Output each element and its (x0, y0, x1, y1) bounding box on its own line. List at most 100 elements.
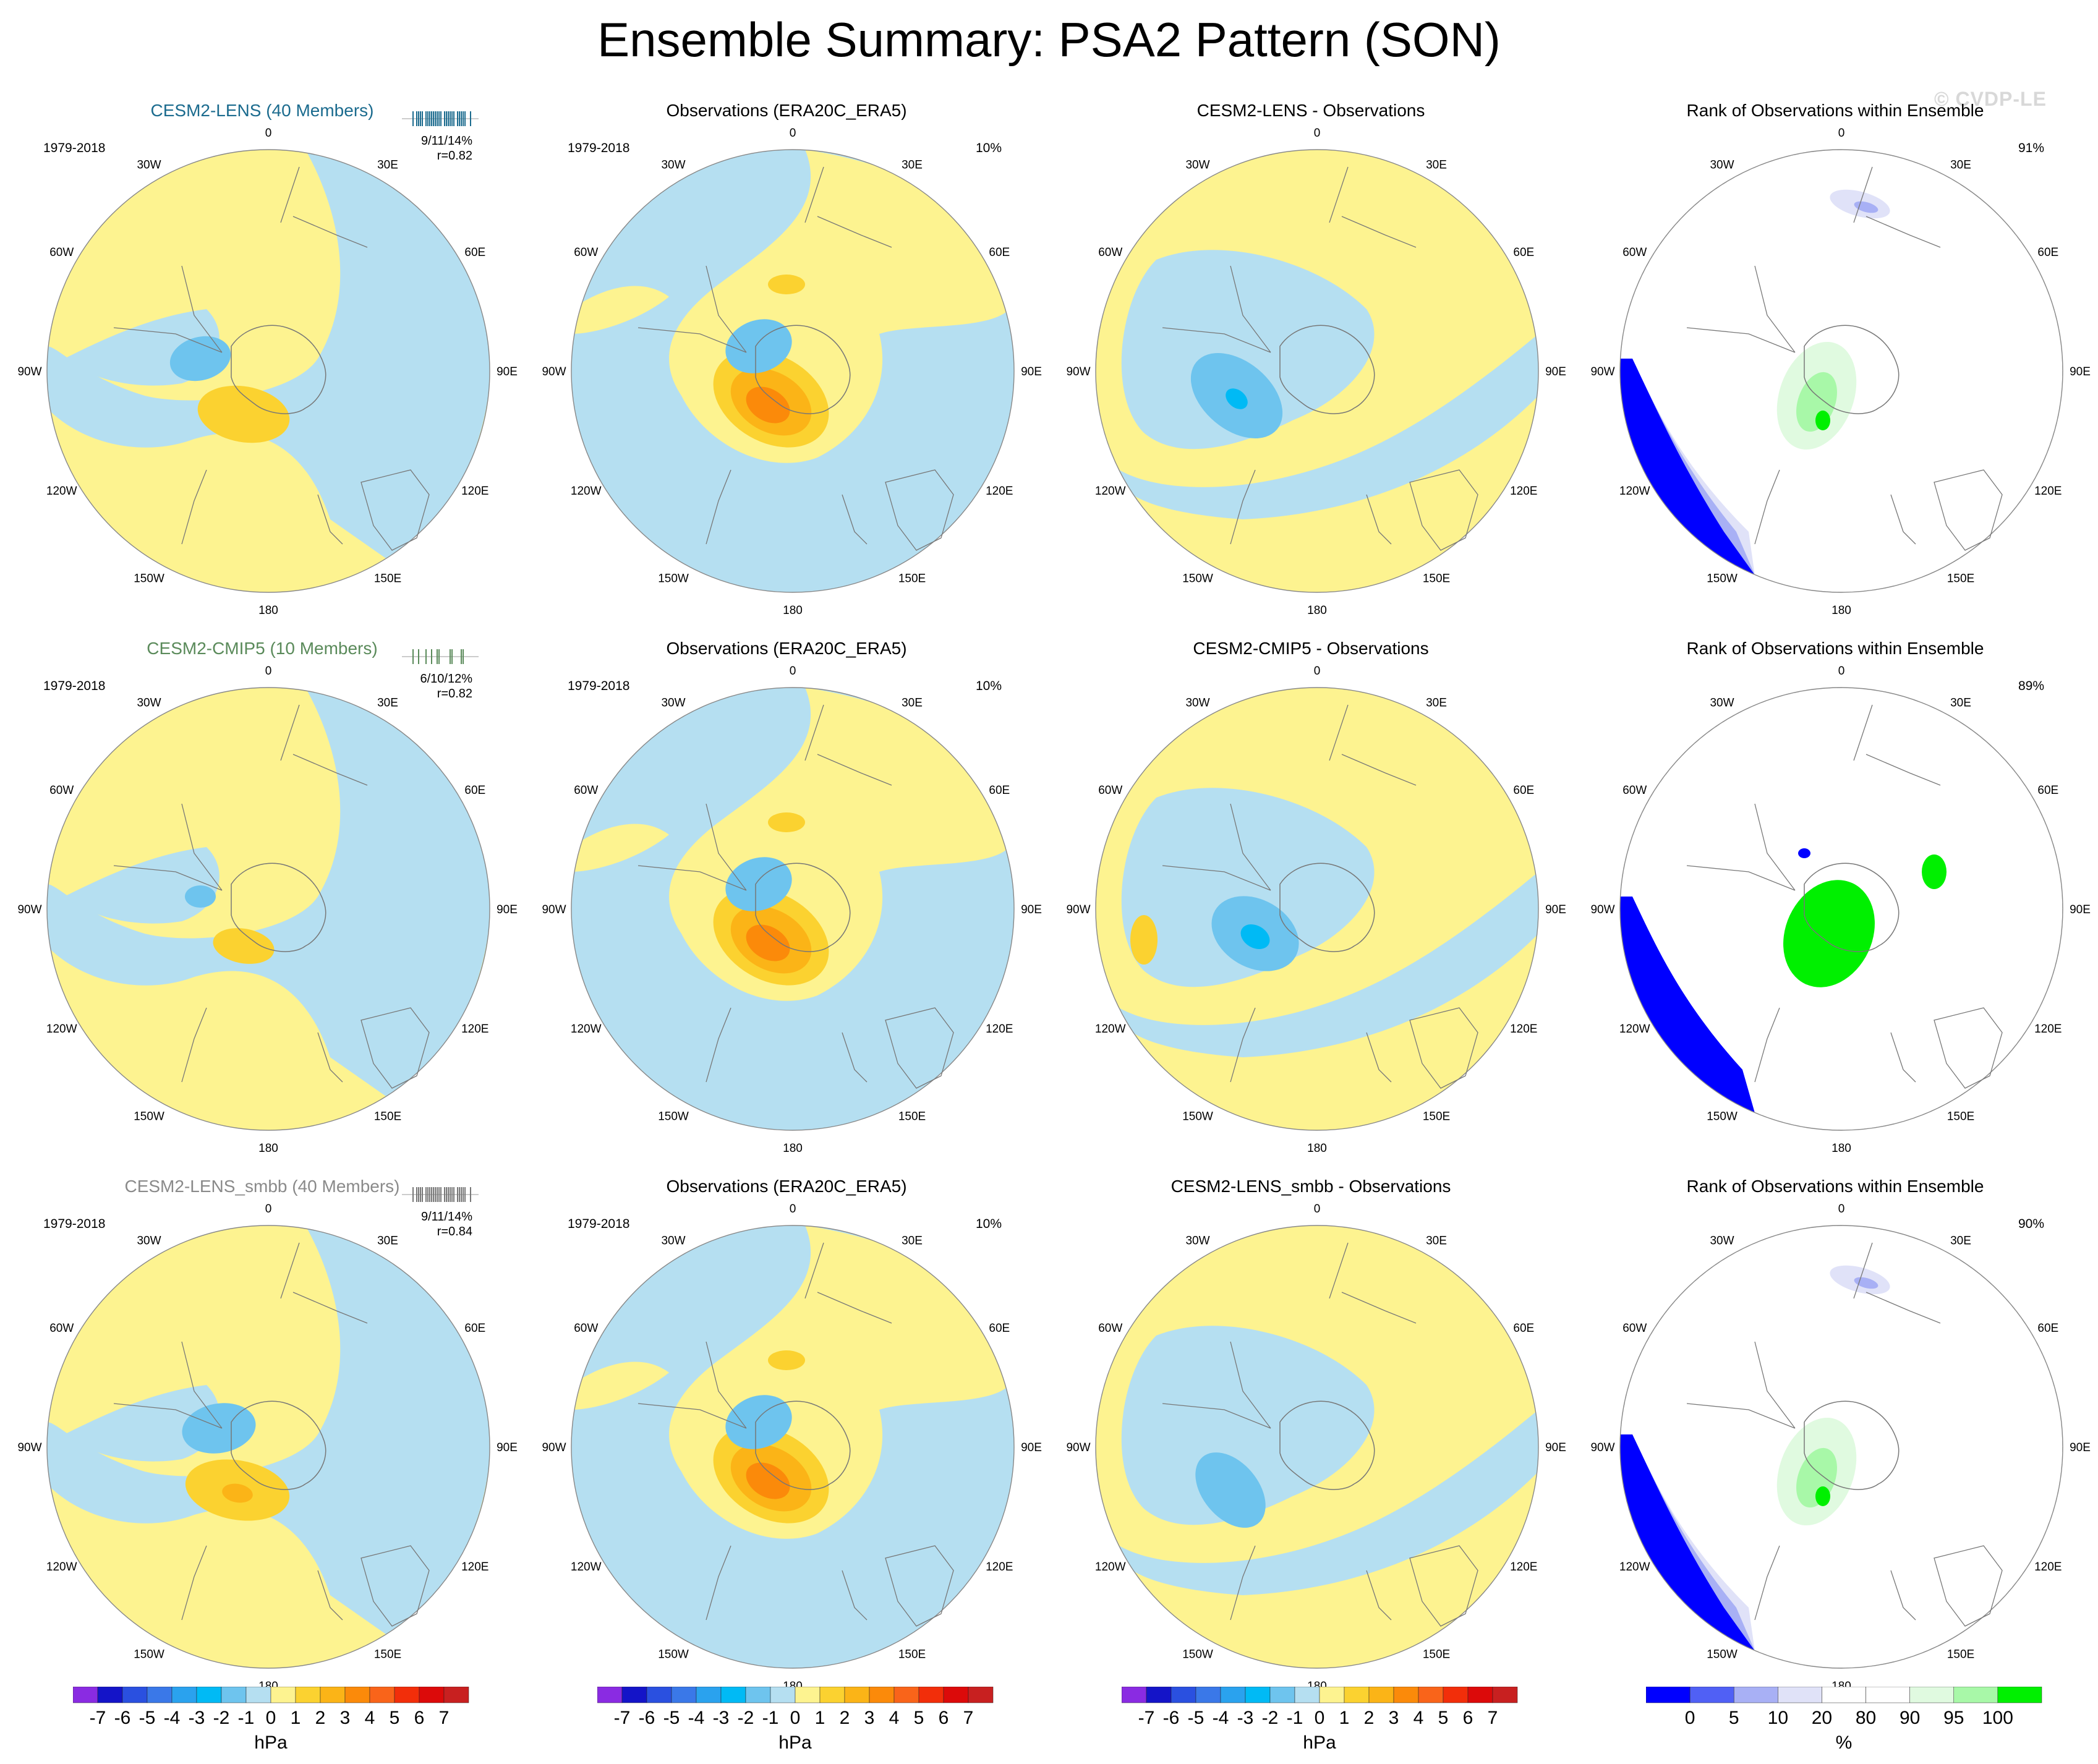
coastline (706, 469, 731, 545)
map-svg: 0 30E 60E 90E 120E 150E 180 150W 120W 90W 60W 30W (1066, 665, 1566, 1155)
lon-label: 90E (2070, 365, 2091, 378)
lon-label: 60E (989, 784, 1010, 797)
coastline (181, 1545, 207, 1621)
positive-contour (1130, 915, 1158, 965)
lon-label: 90E (1021, 1441, 1042, 1454)
antarctica-outline (1279, 325, 1375, 414)
colorbar-svg: -7 -6 -5 -4 -3 -2 -1 0 1 2 3 4 5 6 7 hPa (1121, 1686, 1518, 1753)
lon-label: 30W (1185, 1235, 1209, 1248)
colorbar-swatch (1778, 1686, 1822, 1703)
colorbar-swatch (1645, 1686, 1691, 1703)
coastline (1162, 1242, 1417, 1429)
antarctica-outline (231, 863, 326, 952)
colorbar-swatch (795, 1686, 821, 1703)
colorbar-tick: 7 (439, 1708, 450, 1728)
lon-label: 0 (265, 665, 272, 678)
map-svg: 0 30E 60E 90E 120E 150E 180 150W 120W 90W 60W 30W (542, 665, 1041, 1155)
lon-label: 30E (1950, 697, 1971, 710)
colorbar-swatch (171, 1686, 197, 1703)
lon-label: 0 (1314, 665, 1321, 678)
lon-label: 150E (374, 1110, 401, 1123)
colorbar-swatch (621, 1686, 647, 1703)
colorbar-tick: 3 (340, 1708, 351, 1728)
variance-range: 9/11/14% (420, 1210, 472, 1224)
antarctica-outline (1279, 863, 1375, 952)
colorbar-tick: 10 (1768, 1708, 1788, 1728)
colorbar-tick: 5 (1438, 1708, 1449, 1728)
negative-region (1119, 872, 1538, 1057)
lon-label: 150W (658, 1110, 689, 1123)
colorbar-tick: 2 (1364, 1708, 1375, 1728)
hpa-colorbar: -7 -6 -5 -4 -3 -2 -1 0 1 2 3 4 5 6 7 hPa (1121, 1686, 1542, 1764)
antarctica-outline (1804, 325, 1900, 414)
colorbar-tick: -4 (688, 1708, 705, 1728)
rank-region (1798, 848, 1810, 858)
variance-range: 6/10/12% (420, 672, 472, 686)
map-border (1619, 149, 2063, 593)
lon-label: 0 (790, 1203, 796, 1216)
lon-label: 120E (2034, 1023, 2062, 1036)
lon-label: 120W (571, 1023, 602, 1036)
hpa-colorbar: -7 -6 -5 -4 -3 -2 -1 0 1 2 3 4 5 6 7 hPa (72, 1686, 493, 1764)
lon-label: 60W (49, 246, 74, 259)
colorbar-swatch (1467, 1686, 1493, 1703)
panel-model-row3: 0 30E 60E 90E 120E 150E 180 150W 120W 90W 60W 30W CE… (0, 1175, 524, 1713)
colorbar-swatch (147, 1686, 173, 1703)
colorbar-tick: -5 (139, 1708, 156, 1728)
colorbar-tick: 4 (1414, 1708, 1424, 1728)
positive-region (571, 286, 669, 334)
colorbar-svg: 0 5 10 20 80 90 95 100% (1645, 1686, 2042, 1753)
australia-outline (842, 1545, 954, 1627)
positive-contour (222, 1483, 253, 1503)
map-border (46, 149, 490, 593)
lon-label: 120E (986, 1023, 1013, 1036)
map-group: 0 30E 60E 90E 120E 150E 180 150W 120W 90W 60W 30W (1590, 665, 2090, 1155)
lon-label: 90E (2070, 1441, 2091, 1454)
colorbar-unit: hPa (778, 1732, 812, 1753)
colorbar-tick: -6 (1163, 1708, 1180, 1728)
colorbar-tick: 20 (1812, 1708, 1832, 1728)
lon-label: 30E (1426, 697, 1447, 710)
lon-label: 60W (1098, 784, 1122, 797)
period-label: 1979-2018 (43, 679, 106, 693)
member-spread-ticks (402, 649, 479, 664)
colorbar-swatch (1866, 1686, 1910, 1703)
ensemble-stats: 6/10/12% r=0.82 (380, 671, 472, 701)
colorbar-tick: 0 (266, 1708, 276, 1728)
lon-label: 30E (1950, 159, 1971, 172)
coastline (1686, 704, 1941, 891)
lon-label: 60E (464, 784, 485, 797)
coastline (1230, 469, 1256, 545)
colorbar-swatch (245, 1686, 271, 1703)
negative-contour (1195, 1452, 1266, 1528)
lon-label: 150W (134, 1110, 164, 1123)
map-svg: 0 30E 60E 90E 120E 150E 180 150W 120W 90W 60W 30W (17, 127, 517, 617)
lon-label: 150E (898, 572, 926, 585)
colorbar-swatch (369, 1686, 395, 1703)
negative-region (1119, 1410, 1538, 1595)
panel-title: Observations (ERA20C_ERA5) (666, 639, 907, 658)
lon-label: 150W (1182, 1648, 1213, 1661)
colorbar-swatch (344, 1686, 370, 1703)
colorbar-tick: 7 (963, 1708, 974, 1728)
lon-label: 150W (1182, 572, 1213, 585)
lon-label: 90E (1021, 365, 1042, 378)
lon-label: 150W (1707, 572, 1738, 585)
negative-region (47, 150, 490, 563)
map-svg: 0 30E 60E 90E 120E 150E 180 150W 120W 90W 60W 30W (1590, 127, 2091, 617)
colorbar-swatch (72, 1686, 98, 1703)
colorbar-tick: 5 (390, 1708, 400, 1728)
colorbar-tick: -3 (1237, 1708, 1254, 1728)
positive-contour (213, 928, 275, 964)
lon-label: 60W (574, 784, 598, 797)
colorbar-tick: -1 (762, 1708, 779, 1728)
colorbar-swatch (943, 1686, 969, 1703)
colorbar-tick: 3 (864, 1708, 875, 1728)
colorbar-swatch (1220, 1686, 1246, 1703)
negative-region (47, 688, 490, 1101)
period-label: 1979-2018 (568, 679, 630, 693)
lon-label: 60E (464, 246, 485, 259)
lon-label: 120W (571, 485, 602, 498)
lon-label: 60W (1098, 246, 1122, 259)
colorbar-tick: -1 (238, 1708, 255, 1728)
